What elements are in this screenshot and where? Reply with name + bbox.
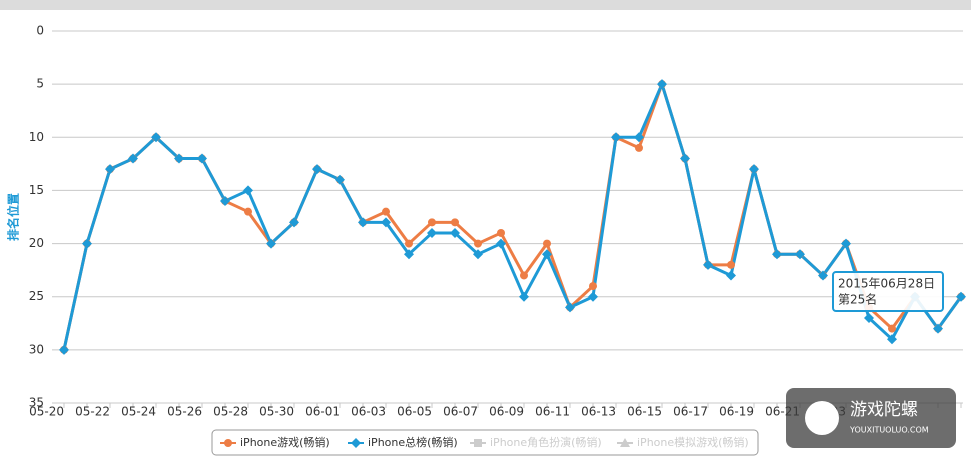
point [289,217,299,228]
top-bar [0,0,971,10]
tooltip-date: 2015年06月28日 [838,277,935,291]
x-tick-label: 06-01 [305,405,340,419]
point [565,302,575,313]
point [727,260,735,269]
point [933,323,943,334]
point [635,143,643,152]
point [82,238,92,249]
x-tick-label: 06-15 [627,405,662,419]
legend-label[interactable]: iPhone角色扮演(畅销) [490,435,602,449]
point [589,282,597,291]
legend-label[interactable]: iPhone模拟游戏(畅销) [637,435,749,449]
point [519,291,529,302]
point [473,249,483,260]
point [404,249,414,260]
legend-marker [351,438,361,448]
x-tick-label: 05-28 [213,405,248,419]
x-tick-label: 06-11 [535,405,570,419]
point [588,291,598,302]
point [128,153,138,164]
point [772,249,782,260]
x-tick-label: 06-07 [443,405,478,419]
point [611,132,621,143]
x-tick-label: 06-13 [581,405,616,419]
point [726,270,736,281]
y-tick-label: 10 [29,130,44,144]
legend-marker [620,438,630,447]
point [496,238,506,249]
point [887,334,897,345]
point [497,228,505,237]
point [381,217,391,228]
point [542,249,552,260]
point [405,239,413,248]
point [174,153,184,164]
x-tick-label: 05-22 [75,405,110,419]
point [474,239,482,248]
point [428,218,436,227]
point [59,344,69,355]
x-tick-label: 06-05 [397,405,432,419]
y-tick-label: 5 [36,77,44,91]
x-tick-label: 06-19 [719,405,754,419]
point [335,174,345,185]
point [451,218,459,227]
y-axis-label: 排名位置 [6,193,21,241]
point [151,132,161,143]
watermark-icon [805,401,839,435]
x-tick-label: 06-09 [489,405,524,419]
point [358,217,368,228]
point [382,207,390,216]
y-tick-label: 35 [29,396,44,410]
point [956,291,966,302]
point [450,227,460,238]
point [427,227,437,238]
y-tick-label: 20 [29,236,44,250]
point [841,238,851,249]
point [888,324,896,333]
point [680,153,690,164]
point [266,238,276,249]
x-tick-label: 06-03 [351,405,386,419]
tooltip-text: 第25名 [838,292,877,307]
x-tick-label: 05-26 [167,405,202,419]
point [520,271,528,280]
point [818,270,828,281]
y-tick-label: 30 [29,342,44,356]
point [795,249,805,260]
watermark-name: 游戏陀螺 [850,400,918,420]
x-tick-label: 05-24 [121,405,156,419]
legend-label[interactable]: iPhone总榜(畅销) [368,435,458,449]
point [312,164,322,175]
point [634,132,644,143]
tooltip [832,271,944,312]
point [864,312,874,323]
point [543,239,551,248]
series-line [62,82,963,351]
point [749,164,759,175]
y-tick-label: 25 [29,289,44,303]
legend-marker [224,439,232,447]
series-line [62,82,963,351]
point [220,196,230,207]
point [197,153,207,164]
point [244,207,252,216]
point [657,79,667,90]
x-tick-label: 05-30 [259,405,294,419]
point [703,259,713,270]
point [243,185,253,196]
y-tick-label: 0 [36,24,44,38]
y-tick-label: 15 [29,183,44,197]
legend-marker [474,439,482,447]
x-tick-label: 05-20 [29,405,64,419]
point [105,164,115,175]
watermark-url: YOUXITUOLUO.COM [849,426,929,435]
legend-label[interactable]: iPhone游戏(畅销) [240,435,330,449]
x-tick-label: 06-17 [673,405,708,419]
